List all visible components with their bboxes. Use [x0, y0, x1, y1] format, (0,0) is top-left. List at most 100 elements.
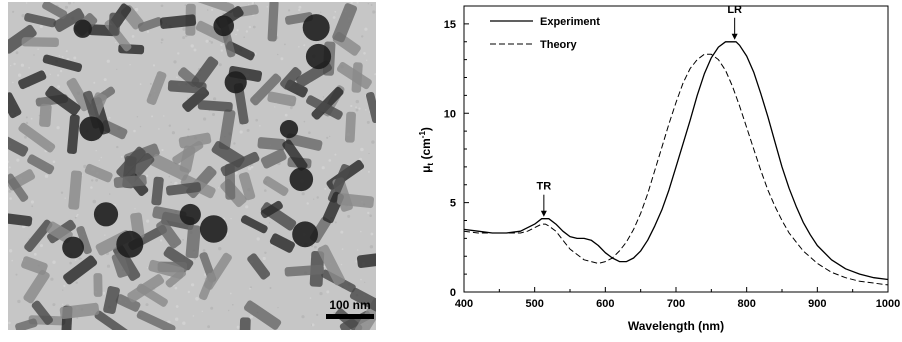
grain	[220, 43, 223, 47]
grain	[177, 52, 180, 55]
nanorod	[8, 92, 22, 119]
grain	[182, 238, 185, 241]
grain	[102, 291, 106, 295]
nanosphere	[93, 202, 119, 227]
grain	[367, 211, 370, 215]
grain	[57, 85, 60, 89]
grain	[61, 56, 64, 58]
grain	[367, 3, 369, 5]
nanorod	[204, 252, 232, 290]
grain	[134, 7, 139, 12]
grain	[234, 171, 238, 175]
grain	[203, 117, 207, 121]
grain	[131, 35, 135, 38]
scale-bar	[326, 314, 374, 319]
grain	[60, 191, 64, 194]
grain	[11, 259, 13, 262]
grain	[8, 249, 13, 253]
grain	[369, 245, 374, 249]
y-axis-label: μt (cm-1)	[418, 127, 435, 173]
grain	[365, 109, 367, 111]
grain	[364, 281, 366, 283]
grain	[59, 69, 63, 73]
grain	[158, 128, 160, 130]
grain	[341, 248, 344, 250]
nanorod	[260, 200, 283, 219]
grain	[289, 106, 293, 110]
grain	[255, 118, 258, 122]
grain	[218, 187, 220, 189]
grain	[321, 166, 325, 170]
grain	[228, 309, 230, 312]
grain	[248, 3, 250, 6]
legend-label-theory: Theory	[540, 39, 578, 51]
nanorod	[93, 273, 103, 297]
nanorod	[336, 61, 372, 90]
nanorod	[150, 154, 190, 181]
grain	[350, 2, 353, 4]
grain	[67, 2, 72, 5]
nanorod	[42, 54, 83, 73]
series-line-theory	[463, 53, 889, 286]
nanosphere	[116, 230, 144, 258]
grain	[355, 108, 359, 112]
grain	[74, 216, 77, 219]
grain	[334, 153, 337, 156]
scale-bar-label: 100 nm	[329, 298, 370, 312]
grain	[363, 52, 366, 55]
grain	[252, 25, 256, 29]
chart-canvas: 400 500 600 700 800 900 1000 0 5 10 15 TR LR Exper…	[418, 4, 900, 333]
grain	[9, 197, 12, 200]
grain	[90, 186, 93, 189]
grain	[372, 10, 376, 14]
grain	[17, 299, 21, 304]
x-tick-label: 500	[525, 298, 543, 310]
grain	[218, 63, 222, 67]
grain	[235, 33, 237, 36]
grain	[168, 275, 171, 279]
grain	[249, 315, 253, 319]
grain	[328, 159, 332, 162]
grain	[250, 286, 252, 289]
grain	[52, 303, 56, 307]
grain	[206, 9, 209, 11]
grain	[323, 265, 326, 268]
grain	[8, 160, 10, 163]
nanorod	[194, 2, 235, 14]
x-tick-label: 600	[596, 298, 614, 310]
nanorod	[8, 173, 29, 202]
annotation-label-tr: TR	[537, 181, 552, 193]
grain	[356, 2, 359, 4]
nanorod	[23, 269, 50, 304]
nanorod	[284, 264, 325, 277]
grain	[152, 64, 156, 67]
nanorod	[356, 252, 376, 268]
nanorod	[108, 12, 121, 36]
nanosphere	[279, 120, 299, 139]
x-tick-label: 700	[667, 298, 685, 310]
grain	[329, 135, 331, 138]
grain	[192, 315, 195, 317]
nanosphere	[73, 19, 92, 38]
grain	[211, 8, 214, 11]
grain	[134, 208, 136, 210]
nanorod	[148, 259, 185, 279]
grain	[92, 199, 97, 204]
grain	[146, 267, 149, 269]
legend: Experiment Theory	[490, 16, 600, 51]
grain	[75, 215, 78, 218]
grain	[357, 249, 359, 251]
grain	[268, 222, 271, 224]
nanorod	[151, 176, 164, 206]
grain	[25, 2, 28, 4]
nanorod	[250, 73, 282, 106]
grain	[320, 11, 322, 13]
grain	[39, 24, 43, 29]
grain	[160, 239, 163, 242]
grain	[15, 273, 18, 276]
legend-label-experiment: Experiment	[540, 16, 600, 28]
y-tick-label: 10	[444, 108, 456, 120]
grain	[13, 62, 16, 66]
series-line-experiment	[463, 41, 889, 281]
tem-micrograph: 100 nm	[8, 2, 376, 330]
